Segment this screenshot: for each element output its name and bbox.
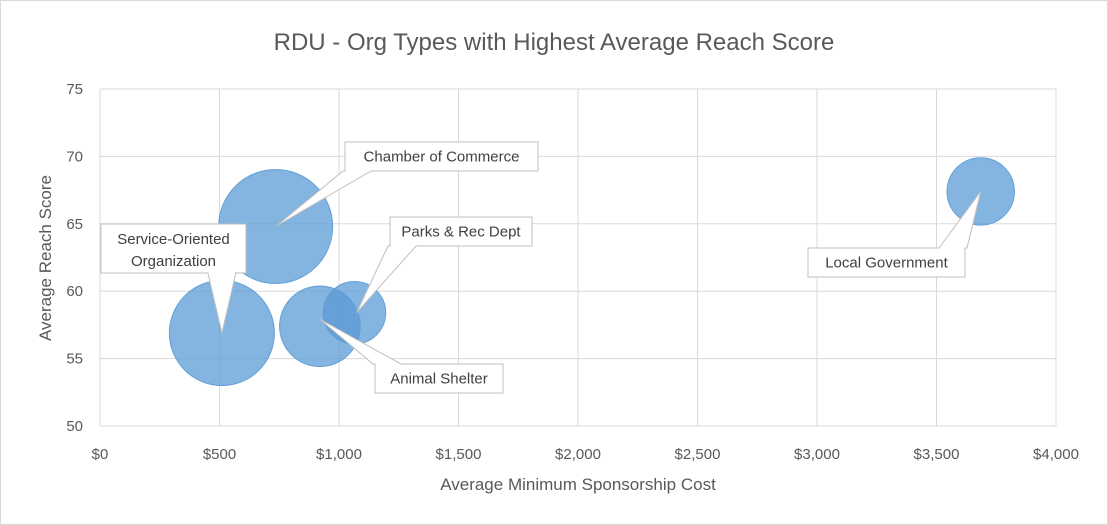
data-label-callout <box>807 191 982 278</box>
tick-layer: $0 $500 $1,000 $1,500 $2,000 $2,500 $3,000 $3,5… <box>66 81 1079 463</box>
data-label: Organization <box>131 253 216 270</box>
x-tick-label: $0 <box>92 446 109 463</box>
x-tick-label: $2,000 <box>555 446 601 463</box>
data-label: Local Government <box>825 255 948 272</box>
x-tick-label: $3,500 <box>914 446 960 463</box>
chart-title: RDU - Org Types with Highest Average Rea… <box>274 29 835 56</box>
y-tick-label: 65 <box>66 216 83 233</box>
x-tick-label: $1,500 <box>436 446 482 463</box>
x-tick-label: $4,000 <box>1033 446 1079 463</box>
y-tick-label: 50 <box>66 418 83 435</box>
data-label: Animal Shelter <box>390 371 488 388</box>
x-tick-label: $1,000 <box>316 446 362 463</box>
data-label-callout <box>319 318 504 394</box>
y-axis-title: Average Reach Score <box>36 175 55 341</box>
data-label: Parks & Rec Dept <box>401 224 521 241</box>
data-label-callout <box>356 216 533 314</box>
x-axis-title: Average Minimum Sponsorship Cost <box>440 475 716 494</box>
data-label-callout <box>100 223 247 334</box>
data-label: Chamber of Commerce <box>364 149 520 166</box>
y-tick-label: 60 <box>66 283 83 300</box>
data-label: Service-Oriented <box>117 231 230 248</box>
y-tick-label: 70 <box>66 148 83 165</box>
x-tick-label: $3,000 <box>794 446 840 463</box>
x-tick-label: $500 <box>203 446 236 463</box>
data-label-callout <box>275 141 539 227</box>
y-tick-label: 75 <box>66 81 83 98</box>
y-tick-label: 55 <box>66 351 83 368</box>
callout-layer: Chamber of Commerce Service-Oriented Organ… <box>100 141 982 394</box>
x-tick-label: $2,500 <box>675 446 721 463</box>
